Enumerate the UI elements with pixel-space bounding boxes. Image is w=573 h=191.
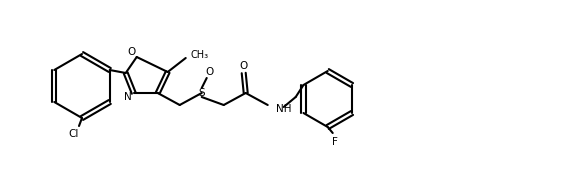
Text: F: F (332, 137, 337, 147)
Text: Cl: Cl (69, 129, 79, 139)
Text: O: O (240, 61, 248, 71)
Text: O: O (128, 47, 136, 57)
Text: N: N (124, 92, 132, 102)
Text: CH₃: CH₃ (191, 50, 209, 60)
Text: S: S (198, 88, 205, 98)
Text: NH: NH (276, 104, 291, 114)
Text: O: O (206, 67, 214, 77)
